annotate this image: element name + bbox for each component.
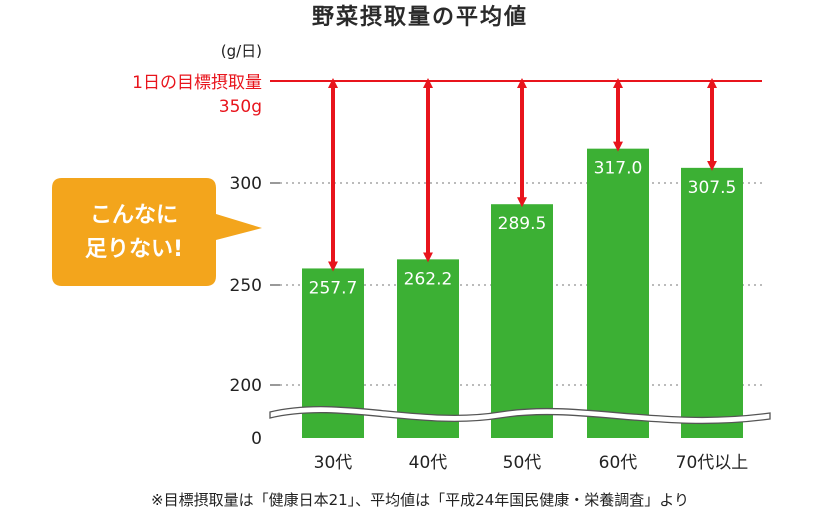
gap-arrows — [328, 78, 717, 272]
value-label: 317.0 — [594, 159, 643, 179]
unit-label: (g/日) — [221, 42, 262, 60]
y-tick-label: 250 — [230, 276, 262, 296]
x-tick-label: 70代以上 — [676, 453, 749, 473]
callout-line2: 足りない! — [85, 237, 183, 262]
value-label: 262.2 — [404, 269, 453, 289]
y-axis-ticks: 300 250 200 0 — [230, 174, 280, 449]
y-tick-label: 0 — [251, 429, 262, 449]
x-tick-label: 30代 — [314, 453, 353, 473]
bar-70代以上 — [681, 167, 743, 438]
footnote: ※目標摂取量は「健康日本21」、平均値は「平成24年国民健康・栄養調査」より — [151, 491, 689, 509]
value-label: 307.5 — [688, 178, 737, 198]
chart-title: 野菜摂取量の平均値 — [312, 4, 528, 30]
bar-40代 — [397, 259, 459, 438]
value-label: 289.5 — [498, 214, 547, 234]
callout-line1: こんなに — [90, 203, 178, 228]
value-labels: 257.7 262.2 289.5 317.0 307.5 — [309, 159, 737, 299]
target-label-line1: 1日の目標摂取量 — [132, 73, 262, 93]
x-tick-label: 40代 — [409, 453, 448, 473]
x-axis-ticks: 30代 40代 50代 60代 70代以上 — [314, 453, 749, 473]
value-label: 257.7 — [309, 278, 358, 298]
x-tick-label: 60代 — [599, 453, 638, 473]
bar-50代 — [491, 204, 553, 438]
x-tick-label: 50代 — [503, 453, 542, 473]
y-tick-label: 300 — [230, 174, 262, 194]
bar-60代 — [587, 148, 649, 438]
bars-group — [302, 148, 743, 438]
axis-break-wave — [269, 406, 771, 425]
y-tick-label: 200 — [230, 376, 262, 396]
target-label-line2: 350g — [219, 97, 262, 117]
callout-bubble: こんなに 足りない! — [52, 178, 262, 286]
